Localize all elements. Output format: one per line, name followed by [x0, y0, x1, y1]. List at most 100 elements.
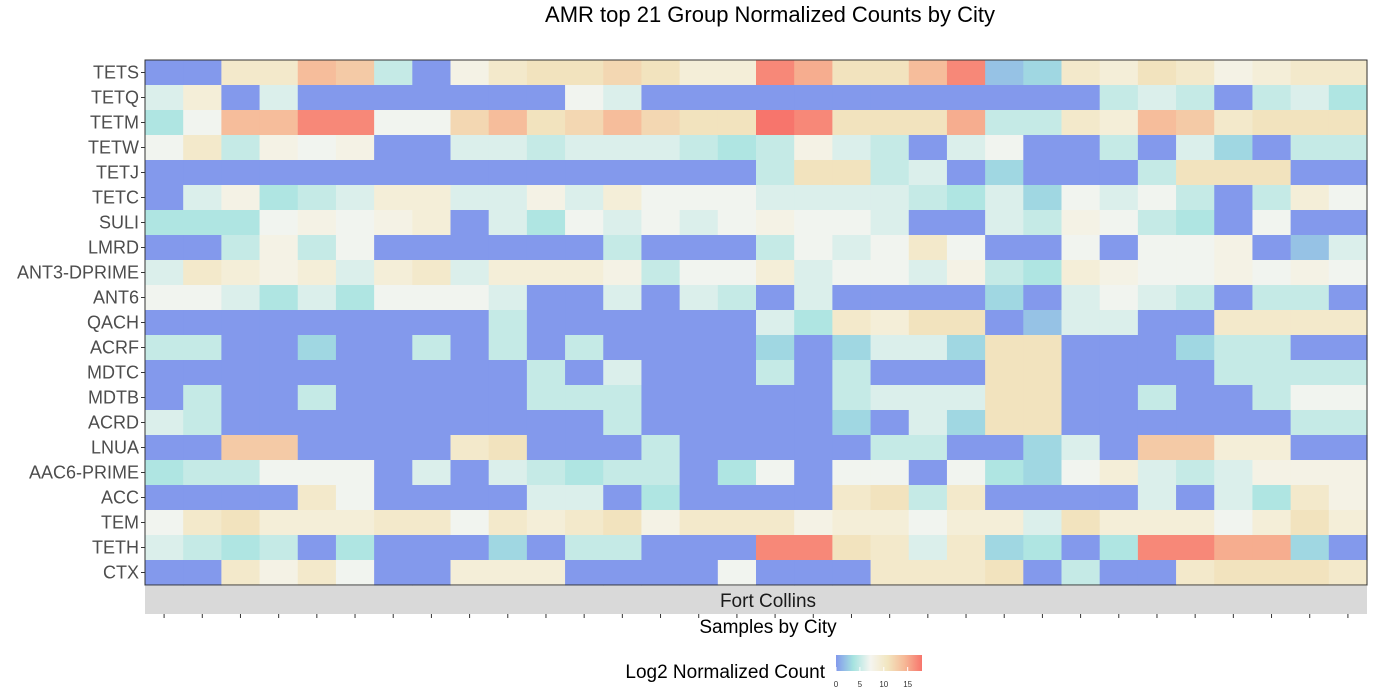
heatmap-cell — [1252, 85, 1292, 111]
heatmap-cell — [679, 535, 719, 561]
heatmap-cell — [259, 110, 299, 136]
heatmap-cell — [1137, 85, 1177, 111]
heatmap-cell — [450, 235, 490, 261]
heatmap-cell — [335, 135, 375, 161]
heatmap-cell — [717, 485, 757, 511]
heatmap-cell — [1137, 60, 1177, 86]
heatmap-cell — [946, 510, 986, 536]
heatmap-cell — [1252, 160, 1292, 186]
heatmap-cell — [488, 510, 528, 536]
heatmap-cell — [1099, 110, 1139, 136]
heatmap-cell — [1137, 560, 1177, 586]
heatmap-cell — [526, 435, 566, 461]
heatmap-cell — [488, 335, 528, 361]
heatmap-cell — [603, 310, 643, 336]
heatmap-cell — [870, 210, 910, 236]
heatmap-cell — [946, 535, 986, 561]
heatmap-cell — [488, 160, 528, 186]
heatmap-cell — [603, 60, 643, 86]
heatmap-cell — [221, 85, 261, 111]
heatmap-cell — [1176, 260, 1215, 286]
heatmap-cell — [259, 435, 299, 461]
heatmap-cell — [335, 410, 375, 436]
heatmap-cell — [565, 210, 604, 236]
heatmap-cell — [679, 135, 719, 161]
heatmap-cell — [145, 360, 184, 386]
heatmap-cell — [717, 410, 757, 436]
heatmap-cell — [374, 360, 413, 386]
heatmap-cell — [946, 135, 986, 161]
heatmap-cell — [488, 235, 528, 261]
heatmap-cell — [1099, 435, 1139, 461]
heatmap-cell — [870, 535, 910, 561]
heatmap-cell — [832, 85, 872, 111]
heatmap-cell — [794, 560, 833, 586]
heatmap-cell — [183, 510, 222, 536]
heatmap-cell — [756, 435, 795, 461]
heatmap-cell — [679, 360, 719, 386]
heatmap-cell — [756, 410, 795, 436]
heatmap-cell — [335, 360, 375, 386]
heatmap-cell — [1023, 435, 1063, 461]
heatmap-cell — [183, 485, 222, 511]
heatmap-cell — [1176, 510, 1215, 536]
heatmap-cell — [374, 535, 413, 561]
heatmap-cell — [870, 410, 910, 436]
heatmap-cell — [1214, 485, 1254, 511]
heatmap-cell — [374, 285, 413, 311]
heatmap-cell — [335, 385, 375, 411]
heatmap-cell — [488, 385, 528, 411]
heatmap-cell — [908, 385, 948, 411]
heatmap-cell — [603, 235, 643, 261]
heatmap-cell — [603, 535, 643, 561]
heatmap-cell — [1023, 535, 1063, 561]
heatmap-cell — [794, 260, 833, 286]
heatmap-cell — [1023, 135, 1063, 161]
heatmap-cell — [1214, 385, 1254, 411]
heatmap-cell — [641, 360, 681, 386]
heatmap-cell — [1290, 235, 1330, 261]
heatmap-cell — [297, 310, 337, 336]
heatmap-cell — [1061, 260, 1101, 286]
heatmap-cell — [488, 410, 528, 436]
heatmap-cell — [259, 185, 299, 211]
heatmap-cell — [374, 435, 413, 461]
heatmap-cell — [335, 235, 375, 261]
heatmap-cell — [488, 535, 528, 561]
heatmap-cell — [1176, 160, 1215, 186]
heatmap-cell — [679, 460, 719, 486]
heatmap-cell — [641, 335, 681, 361]
heatmap-cell — [488, 110, 528, 136]
heatmap-cell — [870, 285, 910, 311]
heatmap-cell — [641, 85, 681, 111]
heatmap-cell — [603, 560, 643, 586]
heatmap-cell — [1176, 135, 1215, 161]
heatmap-cell — [717, 460, 757, 486]
heatmap-cell — [1214, 260, 1254, 286]
heatmap-cell — [946, 160, 986, 186]
heatmap-cell — [565, 535, 604, 561]
heatmap-cell — [1328, 160, 1368, 186]
heatmap-cell — [1099, 160, 1139, 186]
heatmap-cell — [221, 510, 261, 536]
heatmap-cell — [1290, 560, 1330, 586]
heatmap-cell — [1176, 210, 1215, 236]
heatmap-cell — [870, 185, 910, 211]
heatmap-cell — [183, 185, 222, 211]
heatmap-cell — [259, 485, 299, 511]
heatmap-cell — [717, 110, 757, 136]
heatmap-cell — [183, 235, 222, 261]
heatmap-cell — [1328, 360, 1368, 386]
heatmap-cells — [145, 60, 1368, 586]
heatmap-cell — [259, 85, 299, 111]
heatmap-cell — [908, 110, 948, 136]
heatmap-cell — [412, 535, 452, 561]
heatmap-cell — [985, 310, 1024, 336]
heatmap-cell — [565, 60, 604, 86]
heatmap-cell — [794, 60, 833, 86]
heatmap-cell — [412, 435, 452, 461]
row-label: TETS — [93, 63, 139, 83]
heatmap-cell — [946, 310, 986, 336]
heatmap-cell — [1061, 60, 1101, 86]
heatmap-cell — [565, 410, 604, 436]
